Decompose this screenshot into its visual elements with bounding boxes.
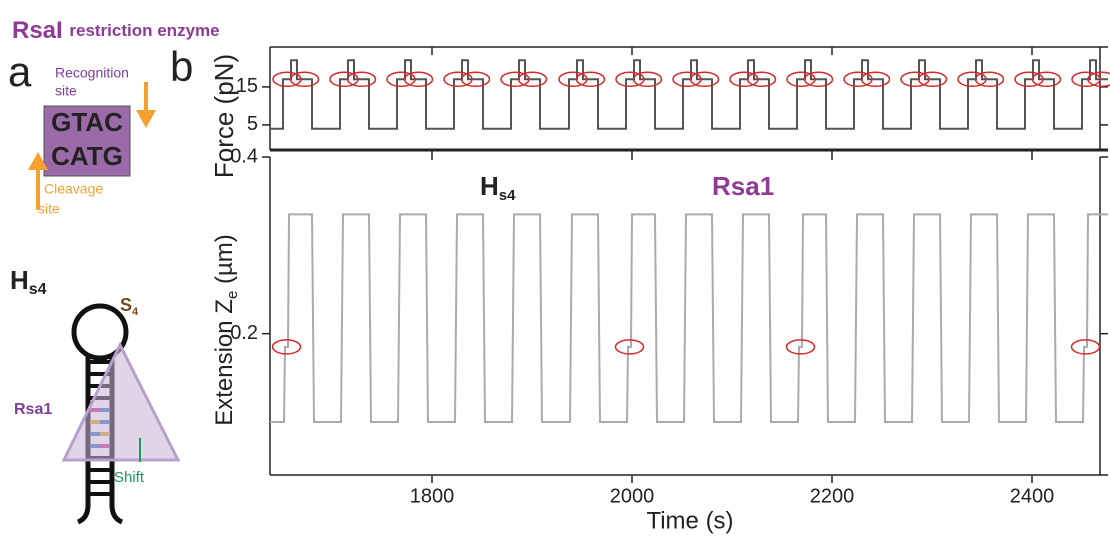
pause-highlight [746,71,777,88]
x-axis-title: Time (s) [646,507,733,534]
annotation: Hs4 [480,171,516,204]
label-sub: s4 [29,281,47,298]
label: site [38,201,60,217]
label-main: H [10,265,29,295]
pause-highlight [1014,71,1044,88]
label: Hs4 [10,265,47,298]
pause-highlight [443,71,473,88]
y-axis-title-unit: (µm) [211,234,238,284]
label: S4 [120,295,139,318]
sequence: CATG [51,141,123,171]
pause-highlight [785,339,816,355]
hairpin-loop [71,303,129,361]
title-main: RsaI [12,17,63,44]
pause-highlight [346,71,377,88]
annotation-main: H [480,171,499,201]
pause-highlight [386,71,416,88]
enzyme-shape [61,341,181,462]
pause-highlight [517,71,548,88]
pause-highlight [957,71,987,88]
data-line [270,59,1108,130]
panel-label: a [8,48,32,95]
annotation: Rsa1 [712,171,774,201]
label-main: S [120,295,132,315]
pause-highlight [614,339,645,355]
label: Cleavage [44,181,103,197]
sequence-box [43,105,131,177]
pause-highlight [917,71,948,88]
pause-highlight [575,71,606,88]
pause-highlight [1031,71,1062,88]
y-tick-label: 0.2 [230,322,258,344]
pause-highlight [974,71,1005,88]
x-tick-label: 2400 [1010,485,1055,507]
pause-highlight [786,71,816,88]
y-tick-label: 5 [247,113,258,135]
y-axis-title: Extension Ze (µm) [211,234,241,426]
label: Rsa1 [14,401,52,418]
pause-highlight [272,71,302,88]
pause-highlight [1087,71,1110,88]
hairpin-stem [76,354,124,525]
pause-highlight [615,71,645,88]
label: site [55,83,77,99]
label: Recognition [55,65,129,81]
x-tick-label: 2000 [610,485,655,507]
pause-highlight [632,71,663,88]
pause-highlight [271,339,302,355]
pause-highlight [672,71,702,88]
label: Shift [114,469,145,486]
title: RsaI restriction enzyme [12,17,220,44]
y-axis-title: Force (pN) [209,54,239,178]
pause-highlight [803,71,834,88]
pause-highlight [500,71,530,88]
y-tick-label: 0.4 [230,145,258,167]
pause-highlight [289,71,320,88]
x-tick-label: 1800 [410,485,455,507]
pause-highlight [843,71,873,88]
data-line [270,213,1108,423]
x-tick-label: 2200 [810,485,855,507]
y-axis-title-main: Extension Z [211,299,238,426]
pause-highlight [329,71,359,88]
pause-highlight [460,71,491,88]
pause-highlight [1071,71,1101,88]
arrow-head [136,110,156,128]
pause-highlight [689,71,720,88]
pause-highlight [1070,339,1101,355]
pause-highlight [558,71,588,88]
pause-highlight [860,71,891,88]
pause-highlight [729,71,759,88]
arrow-head [28,152,48,170]
pause-highlight [900,71,930,88]
title-sub: restriction enzyme [69,21,219,40]
annotation-sub: s4 [499,187,516,204]
label-sub: 4 [132,306,139,318]
y-tick-label: 15 [236,75,258,97]
sequence: GTAC [51,107,123,137]
pause-highlight [403,71,434,88]
y-axis-title-sub: e [224,291,241,299]
panel-label: b [170,43,193,90]
